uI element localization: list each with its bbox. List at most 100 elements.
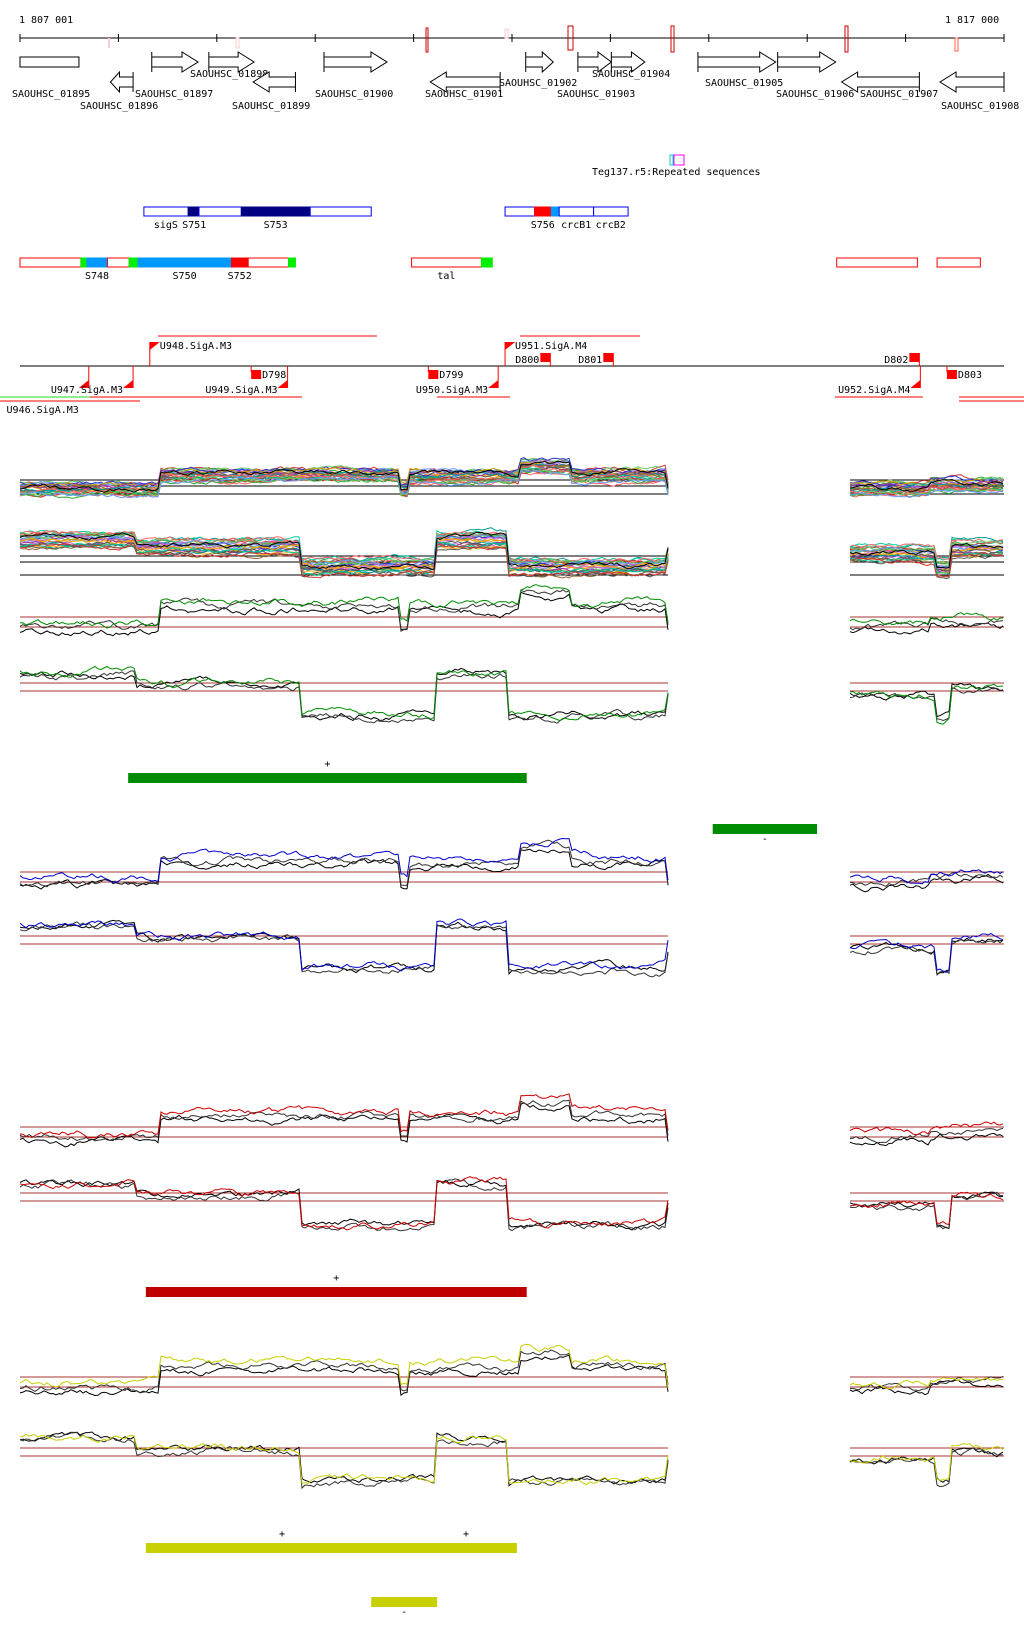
- signal-line: [849, 939, 1004, 976]
- feature-S750[interactable]: S750: [137, 257, 232, 282]
- feature-segment[interactable]: [480, 257, 493, 268]
- signal-line: [849, 1191, 1004, 1226]
- gene-SAOUHSC_01908[interactable]: SAOUHSC_01908: [939, 71, 1019, 112]
- signal-line: [19, 530, 669, 563]
- gene-SAOUHSC_01899[interactable]: SAOUHSC_01899: [232, 71, 310, 112]
- signal-line: [849, 552, 1004, 578]
- segment-bar[interactable]: -: [371, 1597, 438, 1618]
- signal-line: [849, 478, 1004, 486]
- gene-SAOUHSC_01905[interactable]: SAOUHSC_01905: [697, 51, 783, 89]
- feature-segment[interactable]: [836, 257, 918, 268]
- segment-bar[interactable]: +: [145, 1273, 527, 1297]
- feature-segment[interactable]: [550, 206, 560, 217]
- ruler-markers: [108, 25, 959, 53]
- signal-line: [849, 540, 1004, 565]
- gene-SAOUHSC_01900[interactable]: SAOUHSC_01900: [315, 51, 393, 100]
- feature-crcB1[interactable]: crcB1: [558, 206, 595, 231]
- feature-segment[interactable]: [198, 206, 242, 217]
- gene-SAOUHSC_01904[interactable]: SAOUHSC_01904: [592, 51, 670, 80]
- signal-line: [849, 538, 1004, 560]
- terminator-D803[interactable]: D803: [946, 366, 982, 381]
- gene-arrow: [840, 71, 920, 93]
- feature-segment[interactable]: [128, 257, 139, 268]
- gene-SAOUHSC_01901[interactable]: SAOUHSC_01901: [425, 71, 503, 100]
- segment-bar[interactable]: +: [128, 759, 527, 783]
- promoter-U949.SigA.M3[interactable]: U949.SigA.M3: [205, 366, 289, 396]
- terminator-label: D802: [884, 355, 908, 366]
- promoter-U951.SigA.M4[interactable]: U951.SigA.M4: [504, 341, 587, 366]
- feature-segment[interactable]: [936, 257, 981, 268]
- segment-bar[interactable]: +: [145, 1529, 517, 1553]
- feature-segment[interactable]: [106, 257, 130, 268]
- signal-line: [19, 540, 669, 574]
- terminator-D801[interactable]: D801: [578, 353, 614, 366]
- signal-line: [849, 543, 1004, 568]
- repeat-feature[interactable]: Teg137.r5:Repeated sequences: [592, 154, 761, 178]
- segment-bar[interactable]: +: [463, 1529, 469, 1540]
- condition-panel-4: [19, 1343, 1004, 1490]
- signal-line: [849, 542, 1004, 569]
- feature-segment[interactable]: [19, 257, 82, 268]
- signal-line: [19, 665, 669, 722]
- feature-segment[interactable]: [288, 257, 296, 268]
- signal-line: [19, 470, 669, 499]
- gene-SAOUHSC_01895[interactable]: SAOUHSC_01895: [12, 56, 90, 100]
- signal-line: [19, 532, 669, 565]
- signal-line: [849, 612, 1004, 626]
- signal-line: [19, 1178, 669, 1232]
- feature-segment[interactable]: [80, 257, 88, 268]
- signal-line: [19, 1354, 669, 1397]
- gene-SAOUHSC_01898[interactable]: SAOUHSC_01898: [190, 51, 268, 80]
- signal-line: [19, 1349, 669, 1394]
- feature-S748[interactable]: S748: [85, 257, 109, 282]
- terminator-D799[interactable]: D799: [427, 366, 463, 381]
- signal-line: [849, 872, 1004, 887]
- ruler: 1 807 001 1 817 000: [19, 15, 1005, 53]
- gene-arrow: [109, 70, 134, 94]
- gene-SAOUHSC_01896[interactable]: SAOUHSC_01896: [80, 70, 158, 112]
- gene-arrow: [610, 51, 646, 73]
- signal-line: [849, 549, 1004, 573]
- signal-line: [849, 873, 1004, 893]
- promoter-U946.SigA.M3[interactable]: U946.SigA.M3: [7, 366, 90, 416]
- terminator-D800[interactable]: D800: [515, 353, 551, 366]
- terminator-D798[interactable]: D798: [250, 366, 286, 381]
- gene-SAOUHSC_01906[interactable]: SAOUHSC_01906: [776, 51, 854, 100]
- terminator-label: D800: [515, 355, 539, 366]
- segment-bar[interactable]: -: [712, 824, 818, 845]
- feature-label: crcB2: [596, 220, 626, 231]
- feature-crcB2[interactable]: crcB2: [593, 206, 629, 231]
- gene-SAOUHSC_01897[interactable]: SAOUHSC_01897: [135, 51, 213, 100]
- feature-segment[interactable]: [247, 257, 290, 268]
- signal-line: [19, 1343, 669, 1389]
- gene-arrow: [19, 56, 80, 68]
- gene-SAOUHSC_01907[interactable]: SAOUHSC_01907: [840, 71, 939, 100]
- gene-label: SAOUHSC_01898: [190, 69, 268, 80]
- signal-line: [849, 1447, 1004, 1483]
- gene-label: SAOUHSC_01908: [941, 101, 1019, 112]
- signal-line: [19, 667, 669, 721]
- signal-line: [19, 591, 669, 637]
- signal-line: [19, 837, 669, 884]
- terminator-D802[interactable]: D802: [884, 353, 920, 366]
- promoter-U952.SigA.M4[interactable]: U952.SigA.M4: [838, 366, 921, 396]
- feature-segment[interactable]: [504, 206, 536, 217]
- red-feature-track: S748 S750 S752 tal: [19, 257, 981, 282]
- feature-label: crcB1: [561, 220, 591, 231]
- promoter-U948.SigA.M3[interactable]: U948.SigA.M3: [149, 341, 232, 366]
- promoter-U947.SigA.M3[interactable]: U947.SigA.M3: [51, 366, 134, 396]
- gene-SAOUHSC_01902[interactable]: SAOUHSC_01902: [499, 50, 577, 89]
- promoter-U950.SigA.M3[interactable]: U950.SigA.M3: [416, 366, 499, 396]
- gene-SAOUHSC_01903[interactable]: SAOUHSC_01903: [557, 51, 635, 100]
- feature-tal[interactable]: tal: [411, 257, 482, 282]
- condition-panel-2: [19, 837, 1004, 978]
- gene-label: SAOUHSC_01901: [425, 89, 503, 100]
- gene-label: SAOUHSC_01896: [80, 101, 158, 112]
- segment-strand-label: +: [463, 1529, 469, 1540]
- gene-label: SAOUHSC_01906: [776, 89, 854, 100]
- feature-S753[interactable]: S753: [240, 206, 311, 231]
- gene-arrow: [525, 50, 555, 74]
- gene-arrow: [939, 71, 1005, 93]
- feature-segment[interactable]: [309, 206, 372, 217]
